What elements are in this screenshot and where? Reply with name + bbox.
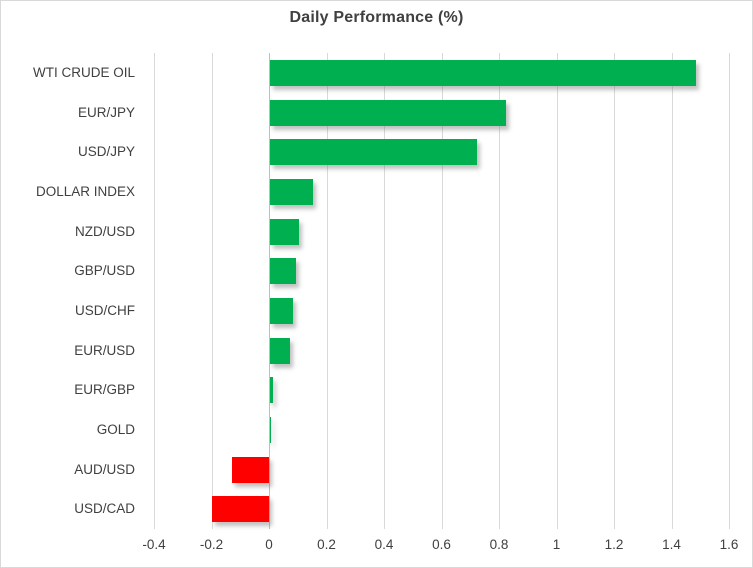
vertical-gridline [671, 53, 673, 529]
category-label: EUR/JPY [77, 104, 135, 120]
plot-area [154, 53, 730, 529]
x-tick-label: 0.8 [489, 537, 509, 552]
category-label: DOLLAR INDEX [35, 183, 135, 199]
vertical-gridline [326, 53, 328, 529]
vertical-gridline [384, 53, 385, 529]
category-label: GBP/USD [74, 263, 135, 279]
x-tick-label: 1.4 [662, 537, 681, 552]
vertical-gridline [614, 53, 615, 529]
bar-usd-cad [211, 496, 269, 523]
bar-usd-chf [270, 297, 293, 324]
category-label: AUD/USD [74, 461, 135, 477]
vertical-gridline [499, 53, 500, 529]
x-tick-label: 0 [265, 537, 273, 552]
bar-dollar-index [270, 178, 314, 205]
bar-eur-gbp [270, 377, 273, 404]
x-tick-label: 1.2 [604, 537, 624, 552]
bar-aud-usd [231, 456, 269, 483]
x-tick-label: 1 [552, 537, 561, 552]
bar-eur-usd [270, 337, 291, 364]
bar-wti-crude-oil [270, 59, 696, 86]
bar-nzd-usd [270, 218, 299, 245]
category-axis: WTI CRUDE OIL EUR/JPY USD/JPY DOLLAR INDEX N… [1, 53, 135, 529]
x-tick-label: 0.2 [317, 537, 336, 552]
category-label: USD/JPY [77, 144, 135, 160]
category-label: EUR/GBP [74, 382, 135, 398]
category-label: USD/CAD [74, 501, 135, 517]
bar-gbp-usd [270, 258, 296, 285]
vertical-gridline [441, 53, 443, 529]
category-label: NZD/USD [75, 223, 135, 239]
category-label: USD/CHF [75, 302, 135, 318]
vertical-gridline [729, 53, 730, 529]
x-tick-label: -0.2 [199, 537, 224, 552]
bar-eur-jpy [270, 99, 506, 126]
bar-gold [270, 416, 271, 443]
category-label: GOLD [96, 421, 135, 437]
value-axis: -0.4 -0.2 0 0.2 0.4 0.6 0.8 1 1.2 1.4 1.6 [1, 537, 752, 557]
x-tick-label: 0.6 [432, 537, 451, 552]
vertical-gridline [211, 53, 213, 529]
x-tick-label: 1.6 [719, 537, 739, 552]
vertical-gridline [556, 53, 558, 529]
vertical-gridline [154, 53, 155, 529]
zero-axis-line [269, 53, 270, 529]
chart-title: Daily Performance (%) [289, 9, 464, 26]
category-label: EUR/USD [74, 342, 135, 358]
category-label: WTI CRUDE OIL [32, 64, 135, 80]
bar-usd-jpy [270, 139, 477, 166]
x-tick-label: -0.4 [142, 537, 166, 552]
x-tick-label: 0.4 [374, 537, 394, 552]
